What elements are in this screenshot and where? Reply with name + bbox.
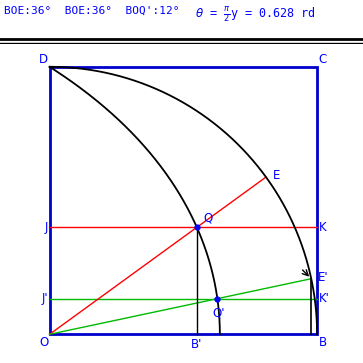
Text: $\theta$ = $\frac{\pi}{2}$y = 0.628 rd: $\theta$ = $\frac{\pi}{2}$y = 0.628 rd bbox=[195, 6, 316, 25]
Text: E': E' bbox=[318, 271, 329, 284]
Text: J: J bbox=[45, 221, 48, 234]
Text: E: E bbox=[273, 169, 280, 182]
Text: O: O bbox=[39, 336, 48, 349]
Text: B: B bbox=[318, 336, 327, 349]
Text: Q: Q bbox=[204, 212, 213, 225]
Text: K: K bbox=[318, 221, 326, 234]
Text: J': J' bbox=[42, 292, 48, 305]
Text: C: C bbox=[318, 53, 327, 66]
Text: B': B' bbox=[191, 338, 203, 351]
Text: Q': Q' bbox=[212, 307, 225, 320]
Text: D: D bbox=[39, 53, 48, 66]
Text: K': K' bbox=[318, 292, 329, 305]
Text: BOE:36°  BOE:36°  BOQ':12°: BOE:36° BOE:36° BOQ':12° bbox=[4, 6, 179, 16]
